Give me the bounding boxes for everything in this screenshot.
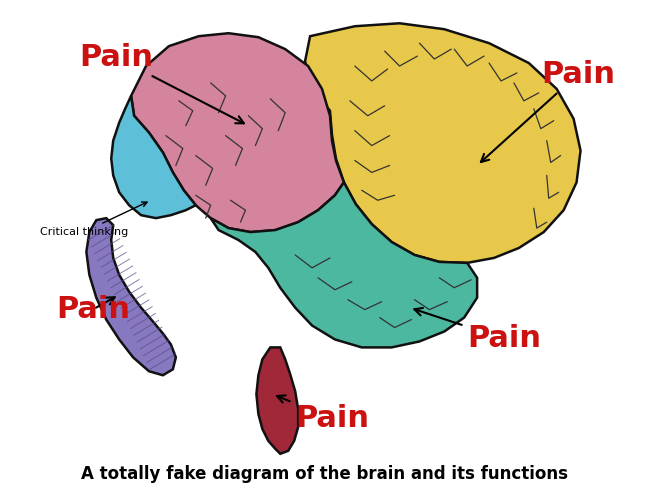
Text: Critical thinking: Critical thinking (40, 202, 147, 237)
Polygon shape (305, 23, 580, 263)
Text: Pain: Pain (57, 295, 131, 324)
Text: A totally fake diagram of the brain and its functions: A totally fake diagram of the brain and … (81, 465, 569, 483)
Text: Pain: Pain (481, 60, 615, 162)
Text: Pain: Pain (79, 43, 244, 123)
Text: Pain: Pain (277, 395, 369, 433)
Polygon shape (86, 218, 176, 375)
Text: Pain: Pain (414, 308, 541, 353)
Polygon shape (211, 183, 477, 347)
Polygon shape (131, 33, 344, 232)
Polygon shape (256, 347, 298, 454)
Polygon shape (111, 96, 196, 218)
